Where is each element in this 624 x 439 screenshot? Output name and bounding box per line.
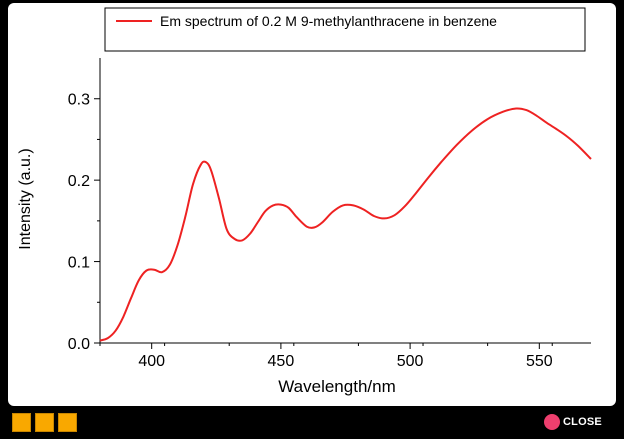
chart-panel: Em spectrum of 0.2 M 9-methylanthracene …	[8, 3, 616, 406]
close-label: CLOSE	[563, 416, 602, 428]
axis-ticks: 400 450 500 550 0.0 0.1 0.2 0.3	[68, 92, 553, 370]
y-tick-label: 0.0	[68, 336, 90, 353]
y-tick-label: 0.1	[68, 255, 90, 272]
y-axis-title: Intensity (a.u.)	[17, 148, 34, 249]
nav-square-3[interactable]	[58, 413, 77, 432]
nav-square-2[interactable]	[35, 413, 54, 432]
y-tick-label: 0.2	[68, 173, 90, 190]
series-group	[99, 107, 592, 342]
series-line	[99, 107, 592, 342]
emission-spectrum-chart: Em spectrum of 0.2 M 9-methylanthracene …	[17, 7, 592, 396]
x-tick-label: 450	[268, 353, 295, 370]
x-tick-label: 550	[526, 353, 553, 370]
x-tick-label: 500	[397, 353, 424, 370]
close-button[interactable]: CLOSE	[544, 413, 602, 431]
y-tick-label: 0.3	[68, 92, 90, 109]
nav-square-1[interactable]	[12, 413, 31, 432]
close-icon	[544, 414, 560, 430]
bottom-bar: CLOSE	[0, 406, 624, 439]
x-tick-label: 400	[138, 353, 165, 370]
legend-box	[104, 7, 586, 52]
legend: Em spectrum of 0.2 M 9-methylanthracene …	[104, 7, 586, 52]
legend-label: Em spectrum of 0.2 M 9-methylanthracene …	[160, 13, 497, 29]
x-axis-title: Wavelength/nm	[278, 377, 395, 396]
